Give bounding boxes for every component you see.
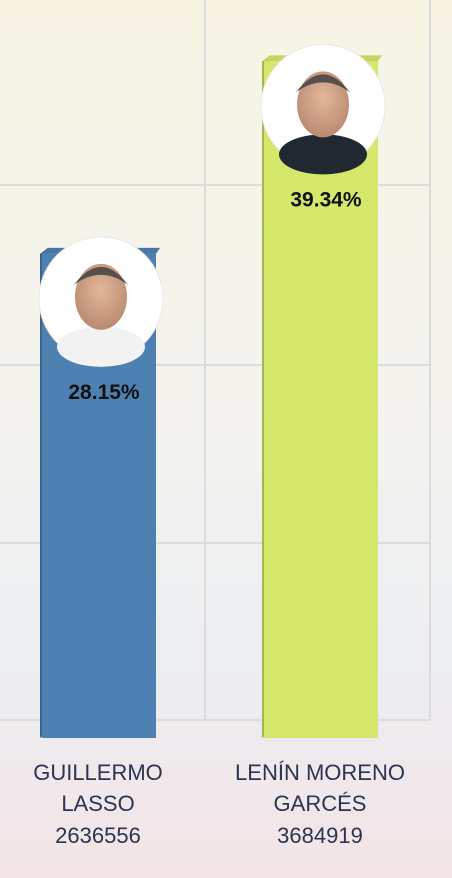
photo-hair — [74, 266, 128, 285]
plot: 28.15% GUILLERMO LASSO 2636556 39.34% LENÍN M… — [33, 43, 405, 848]
photo-body — [279, 134, 367, 175]
photo-face — [75, 263, 127, 330]
vote-count: 3684919 — [277, 823, 363, 848]
category-label: LENÍN MORENO — [235, 760, 405, 785]
category-label: GUILLERMO — [33, 760, 163, 785]
category-label: GARCÉS — [274, 791, 367, 816]
photo-face — [297, 71, 349, 138]
category-label: LASSO — [61, 791, 134, 816]
photo-body — [57, 326, 145, 367]
photo-hair — [296, 74, 350, 93]
value-label: 28.15% — [68, 381, 140, 404]
vote-count: 2636556 — [55, 823, 141, 848]
value-label: 39.34% — [290, 188, 362, 211]
